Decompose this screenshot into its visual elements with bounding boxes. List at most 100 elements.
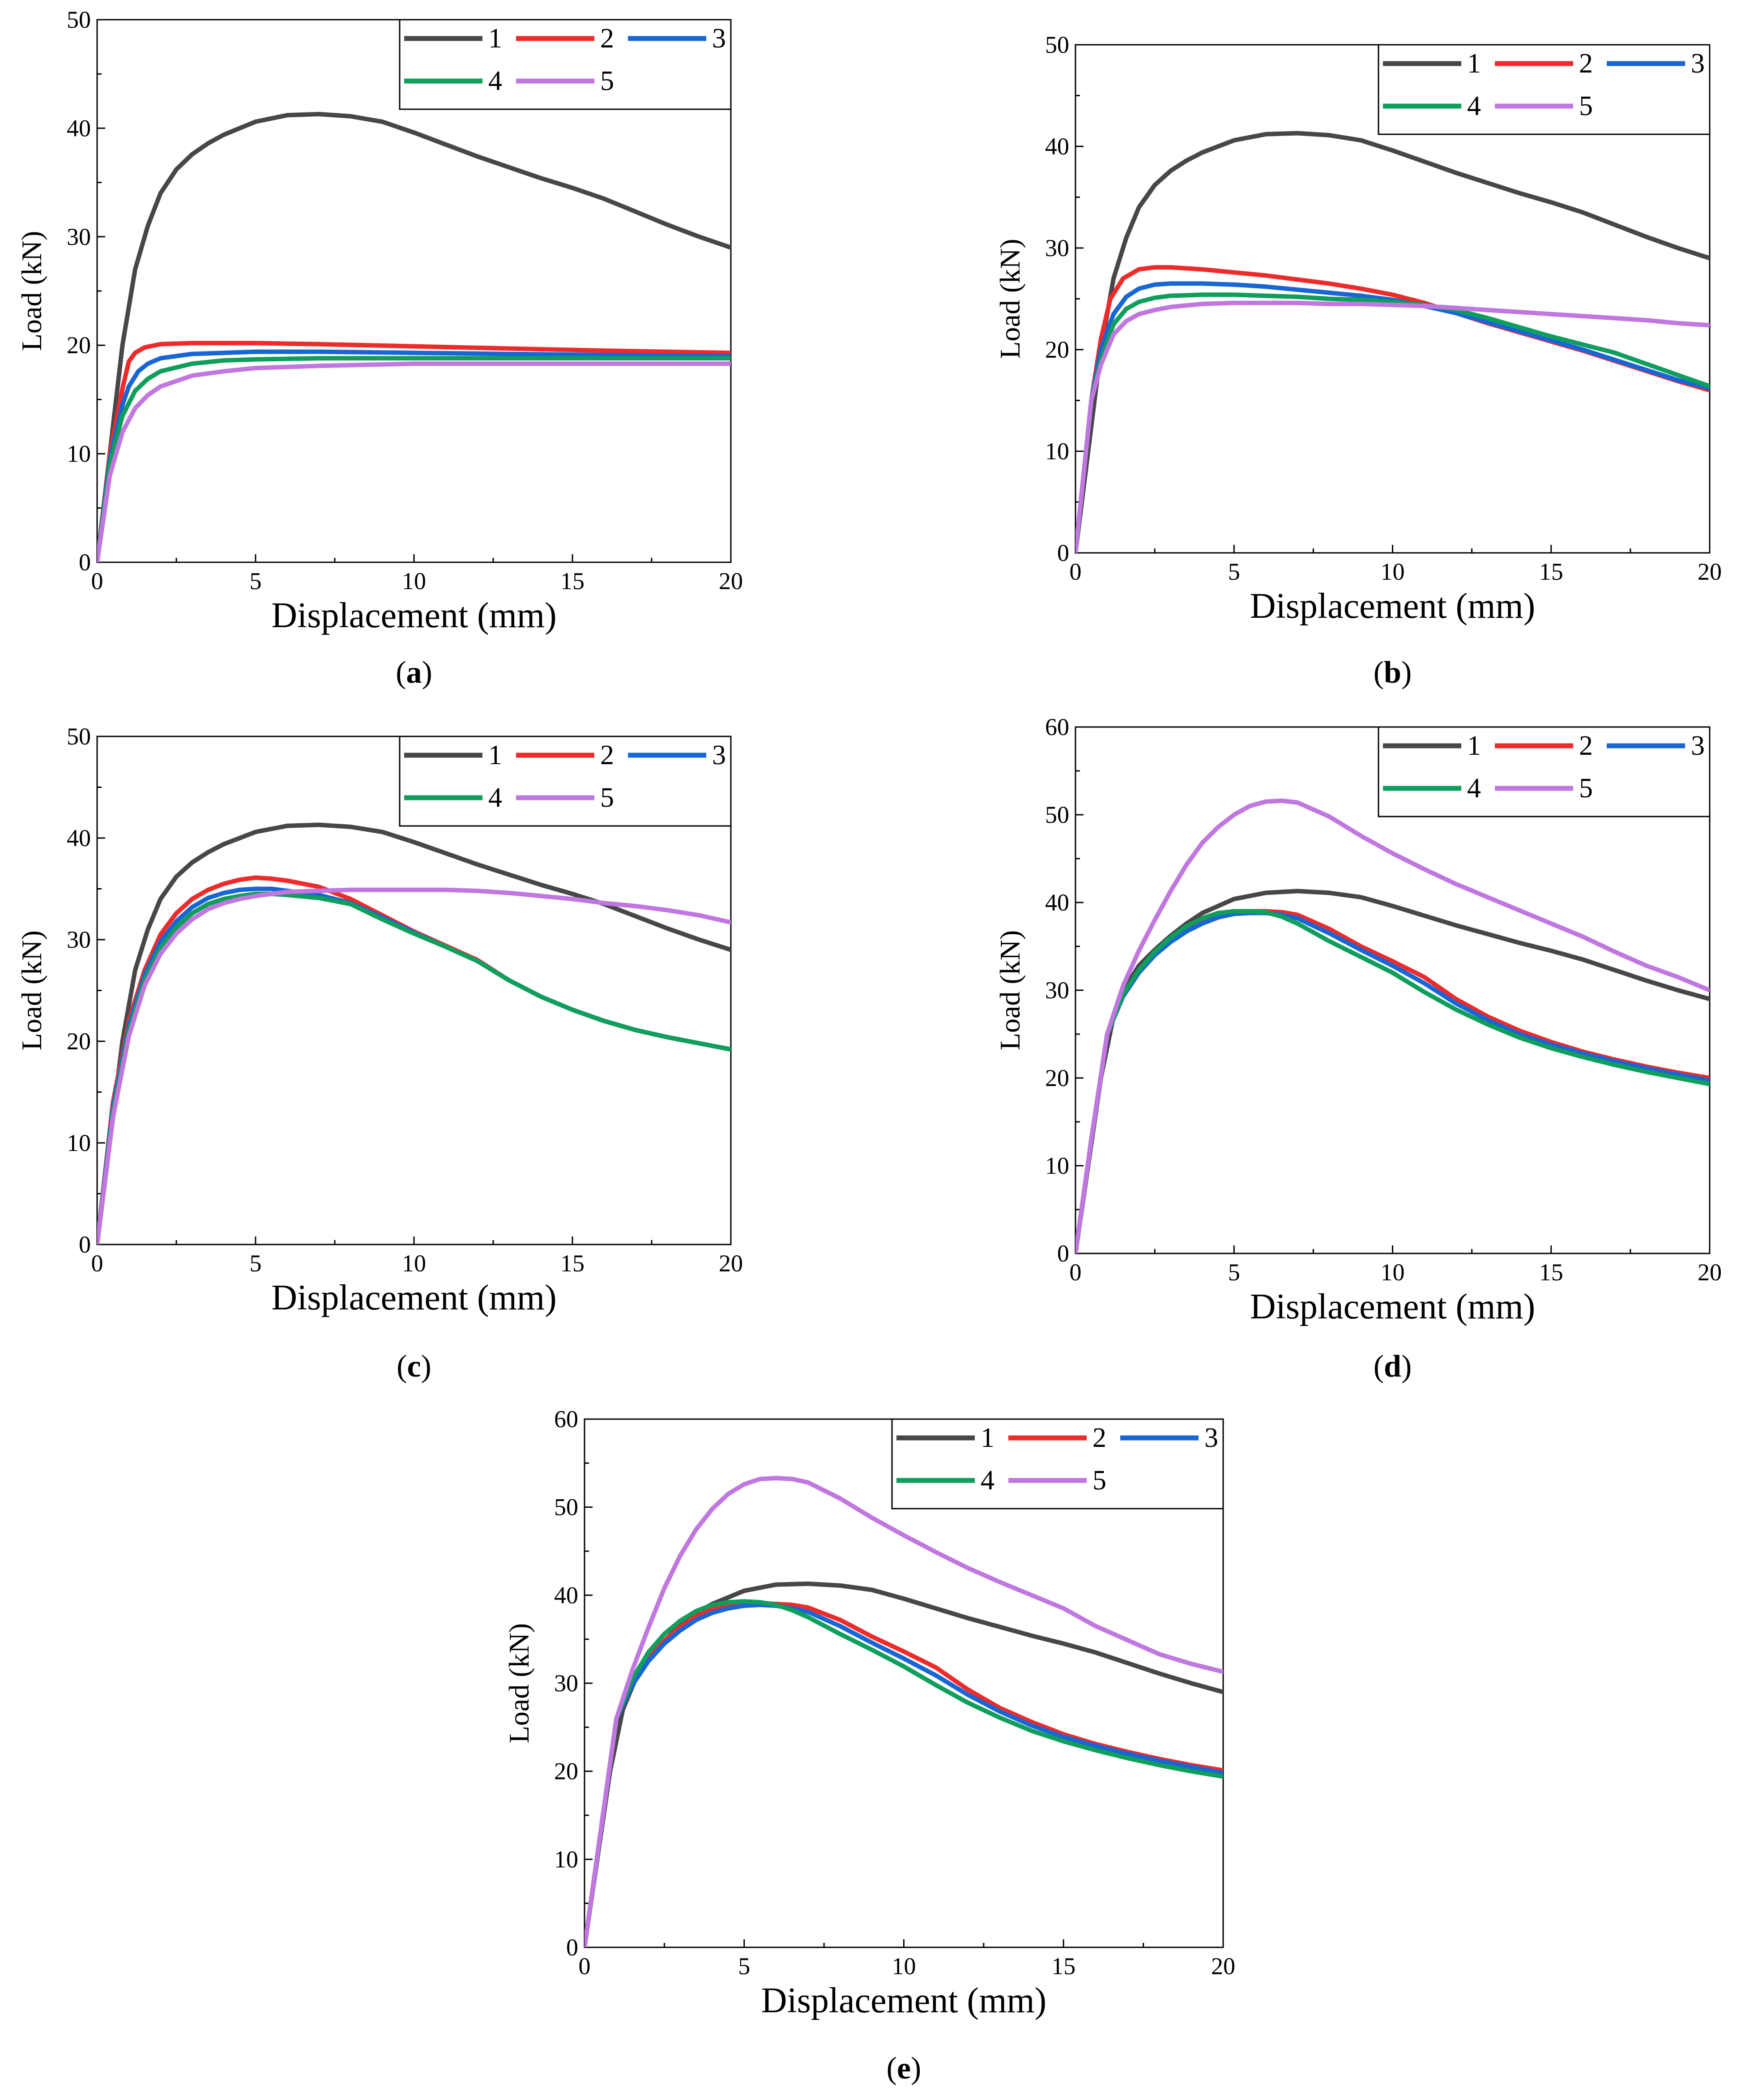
y-tick-label: 40	[67, 825, 91, 851]
y-tick-label: 50	[67, 723, 91, 750]
legend-box	[399, 19, 732, 110]
caption-open-paren: (	[1374, 655, 1384, 690]
legend-box	[1378, 726, 1711, 817]
series-line-3	[1075, 281, 1710, 553]
legend-label-3: 3	[712, 23, 726, 54]
x-tick-label: 20	[1698, 558, 1722, 585]
legend: 1 2 3 4 5	[399, 19, 732, 110]
caption-open-paren: (	[397, 1349, 407, 1384]
y-tick-label: 40	[67, 115, 91, 141]
series-line-1	[1075, 131, 1710, 553]
y-tick-label: 50	[67, 6, 91, 33]
legend-label-2: 2	[1579, 731, 1593, 761]
legend-label-5: 5	[1579, 773, 1593, 804]
y-tick-label: 60	[1045, 714, 1069, 740]
series-line-4	[97, 891, 731, 1245]
x-tick-label: 10	[1381, 1259, 1405, 1286]
y-tick-label: 20	[67, 332, 91, 359]
caption-close-paren: )	[911, 2051, 921, 2086]
x-tick-label: 0	[1070, 558, 1082, 585]
x-axis-title: Displacement (mm)	[761, 1981, 1047, 2020]
series-line-5	[585, 1476, 1223, 1947]
series-line-2	[97, 341, 731, 562]
caption-close-paren: )	[1401, 1349, 1412, 1384]
caption-close-paren: )	[1401, 655, 1412, 690]
x-tick-label: 10	[1381, 558, 1405, 585]
legend-label-1: 1	[1467, 48, 1481, 79]
legend-label-3: 3	[1691, 48, 1705, 79]
legend-label-5: 5	[1579, 91, 1593, 121]
legend-label-3: 3	[712, 740, 726, 770]
x-tick-label: 0	[1070, 1259, 1082, 1286]
y-axis-title: Load (kN)	[994, 239, 1026, 359]
legend-label-5: 5	[1092, 1465, 1106, 1496]
x-tick-label: 10	[402, 568, 426, 595]
y-tick-label: 10	[67, 1129, 91, 1156]
y-tick-label: 10	[1045, 438, 1069, 465]
y-tick-label: 50	[1045, 31, 1069, 58]
x-tick-label: 15	[1539, 558, 1563, 585]
x-tick-label: 0	[91, 1250, 103, 1277]
x-tick-label: 5	[738, 1953, 750, 1980]
series-line-4	[585, 1599, 1223, 1947]
caption-open-paren: (	[1374, 1349, 1384, 1384]
y-tick-label: 50	[1045, 801, 1069, 828]
y-tick-label: 20	[1045, 336, 1069, 363]
legend-label-5: 5	[600, 783, 614, 813]
y-tick-label: 20	[67, 1028, 91, 1055]
y-tick-label: 10	[1045, 1152, 1069, 1179]
x-tick-label: 5	[1228, 558, 1240, 585]
x-tick-label: 20	[719, 1250, 743, 1277]
legend: 1 2 3 4 5	[1378, 44, 1711, 135]
legend-box	[891, 1418, 1224, 1510]
x-tick-label: 15	[560, 568, 585, 595]
caption-close-paren: )	[421, 1349, 431, 1384]
y-tick-label: 10	[67, 441, 91, 467]
legend: 1 2 3 4 5	[1378, 726, 1711, 817]
y-tick-label: 0	[1057, 1240, 1069, 1267]
legend-label-5: 5	[600, 66, 614, 96]
caption-close-paren: )	[422, 655, 432, 690]
x-tick-label: 20	[1211, 1953, 1235, 1980]
legend-label-3: 3	[1691, 731, 1705, 761]
y-tick-label: 10	[554, 1846, 578, 1873]
caption-letter: a	[406, 655, 422, 690]
panel-caption-c: (c)	[397, 1349, 431, 1384]
x-axis-title: Displacement (mm)	[271, 596, 557, 635]
y-tick-label: 0	[79, 1231, 91, 1258]
y-tick-label: 60	[554, 1406, 578, 1433]
series-line-5	[97, 361, 731, 562]
caption-letter: b	[1384, 655, 1401, 690]
legend-label-1: 1	[1467, 731, 1481, 761]
legend: 1 2 3 4 5	[399, 736, 732, 827]
legend-label-2: 2	[600, 23, 614, 54]
legend-box	[1378, 44, 1711, 135]
y-axis-title: Load (kN)	[16, 930, 47, 1050]
y-tick-label: 30	[1045, 977, 1069, 1004]
caption-letter: e	[897, 2051, 911, 2086]
y-axis-title: Load (kN)	[16, 231, 47, 351]
y-tick-label: 20	[1045, 1065, 1069, 1091]
series-line-1	[97, 111, 731, 562]
series-line-4	[97, 356, 731, 562]
x-tick-label: 10	[402, 1250, 426, 1277]
x-axis-title: Displacement (mm)	[271, 1278, 557, 1317]
series-line-5	[1075, 798, 1710, 1253]
legend-label-2: 2	[1092, 1423, 1106, 1453]
x-tick-label: 20	[719, 568, 743, 595]
y-tick-label: 30	[1045, 235, 1069, 261]
panel-caption-e: (e)	[887, 2051, 922, 2086]
y-tick-label: 40	[554, 1582, 578, 1608]
y-tick-label: 30	[554, 1670, 578, 1697]
y-tick-label: 0	[79, 549, 91, 576]
series-line-4	[1075, 292, 1710, 553]
series-line-3	[585, 1603, 1223, 1947]
series-line-5	[97, 887, 731, 1245]
x-tick-label: 0	[91, 568, 103, 595]
y-tick-label: 0	[1057, 539, 1069, 566]
